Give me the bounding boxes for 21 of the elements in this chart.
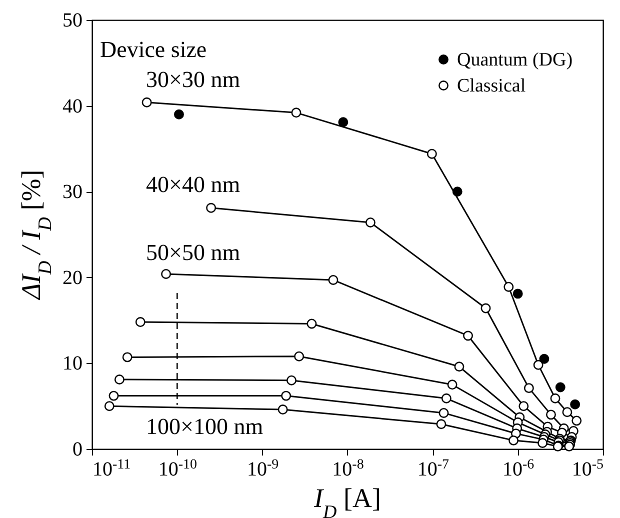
annotation: 40×40 nm bbox=[146, 172, 240, 197]
annotation: 50×50 nm bbox=[146, 240, 240, 265]
y-tick-label: 0 bbox=[72, 438, 82, 460]
x-tick-label: 10$^{-5}$ bbox=[572, 457, 604, 480]
annotation: 30×30 nm bbox=[146, 67, 240, 92]
y-tick-label: 40 bbox=[62, 95, 82, 118]
y-tick-label: 10 bbox=[62, 352, 82, 375]
x-tick-label: 10$^{-7}$ bbox=[417, 457, 450, 480]
y-tick-label: 30 bbox=[62, 181, 82, 204]
y-tick-label: 50 bbox=[62, 10, 82, 32]
annotation: Device size bbox=[100, 37, 207, 62]
y-tick-label: 20 bbox=[62, 266, 82, 289]
legend-label: Classical bbox=[457, 76, 526, 96]
x-tick-label: 10$^{-9}$ bbox=[246, 457, 279, 480]
x-axis-title: I$_{D}$ [A] bbox=[313, 483, 381, 518]
x-tick-label: 10$^{-10}$ bbox=[158, 457, 198, 480]
legend-label: Quantum (DG) bbox=[457, 50, 573, 70]
x-tick-label: 10$^{-6}$ bbox=[502, 457, 534, 480]
x-tick-label: 10$^{-8}$ bbox=[332, 457, 364, 480]
annotation: 100×100 nm bbox=[146, 414, 264, 439]
x-tick-label: 10$^{-11}$ bbox=[92, 457, 131, 480]
